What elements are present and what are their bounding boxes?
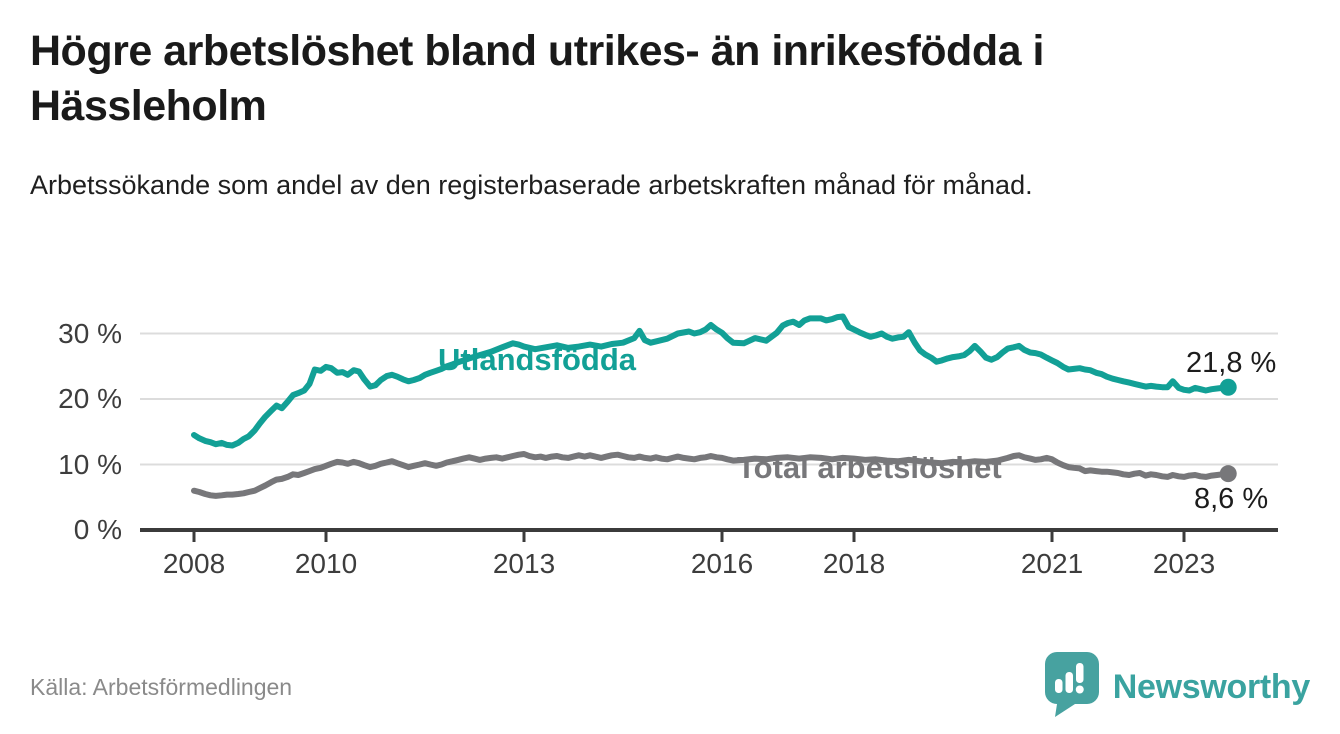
series-label-utlandsfodda: Utlandsfödda (438, 342, 637, 377)
speech-bubble-bar-chart-icon (1044, 652, 1099, 723)
x-tick-label: 2013 (492, 548, 556, 579)
y-tick-label: 20 % (58, 383, 122, 414)
y-tick-label: 0 % (73, 514, 122, 545)
page-title: Högre arbetslöshet bland utrikes- än inr… (30, 27, 1044, 131)
x-tick-label: 2023 (1152, 548, 1216, 579)
brand-logo: Newsworthy (1044, 652, 1311, 723)
chart-subtitle: Arbetssökande som andel av den registerb… (30, 170, 1033, 200)
y-tick-label: 30 % (58, 317, 122, 349)
x-tick-label: 2010 (294, 548, 358, 579)
end-value-label-total: 8,6 % (1194, 483, 1269, 515)
x-tick-label: 2018 (822, 548, 886, 579)
brand-wordmark: Newsworthy (1112, 668, 1311, 706)
source-note: Källa: Arbetsförmedlingen (30, 674, 293, 700)
x-tick-label: 2021 (1020, 548, 1084, 579)
end-value-label-utlandsfodda: 21,8 % (1186, 347, 1277, 379)
x-tick-label: 2008 (162, 548, 226, 579)
x-tick-label: 2016 (690, 548, 754, 579)
series-label-total-arbetsloshet: Total arbetslöshet (737, 450, 1002, 485)
y-tick-label: 10 % (58, 448, 122, 480)
